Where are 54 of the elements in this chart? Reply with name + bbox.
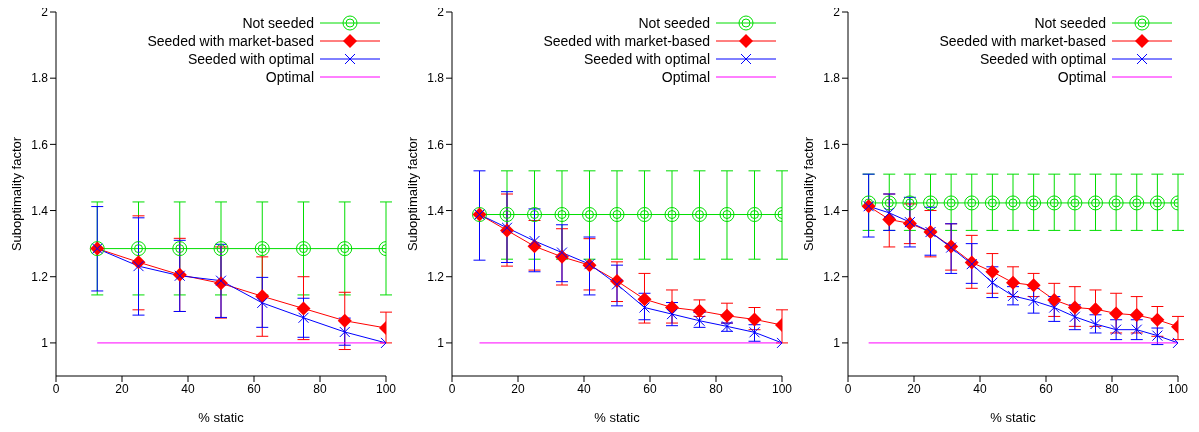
y-tick-label: 1.2 — [427, 269, 445, 284]
x-tick-label: 20 — [907, 381, 921, 396]
y-tick-label: 1.8 — [31, 71, 49, 86]
legend-label: Not seeded — [638, 15, 710, 31]
legend-label: Not seeded — [242, 15, 314, 31]
y-tick-label: 1.4 — [427, 203, 445, 218]
x-tick-label: 20 — [511, 381, 525, 396]
legend-label: Not seeded — [1034, 15, 1106, 31]
x-tick-label: 100 — [1167, 381, 1189, 396]
x-tick-label: 0 — [448, 381, 456, 396]
x-tick-label: 100 — [771, 381, 793, 396]
legend-label: Seeded with optimal — [583, 51, 710, 67]
legend-label: Seeded with market-based — [939, 33, 1106, 49]
legend-label: Optimal — [265, 69, 314, 85]
x-tick-label: 0 — [52, 381, 60, 396]
x-tick-label: 60 — [1039, 381, 1053, 396]
x-tick-label: 80 — [1105, 381, 1119, 396]
legend-label: Seeded with optimal — [187, 51, 314, 67]
y-tick-label: 1.6 — [31, 137, 49, 152]
x-tick-label: 40 — [181, 381, 195, 396]
y-tick-label: 1 — [437, 336, 445, 351]
x-tick-label: 0 — [844, 381, 852, 396]
y-axis-title: Suboptimality factor — [404, 136, 420, 252]
x-axis-title: % static — [594, 410, 641, 425]
y-tick-label: 2 — [437, 5, 445, 20]
y-axis-title: Suboptimality factor — [8, 136, 24, 252]
y-axis-title: Suboptimality factor — [800, 136, 816, 252]
y-tick-label: 2 — [833, 5, 841, 20]
x-tick-label: 80 — [709, 381, 723, 396]
y-tick-label: 1.8 — [823, 71, 841, 86]
y-tick-label: 1 — [833, 336, 841, 351]
y-tick-label: 1 — [41, 336, 49, 351]
legend-label: Optimal — [661, 69, 710, 85]
x-tick-label: 60 — [247, 381, 261, 396]
x-tick-label: 40 — [577, 381, 591, 396]
legend-label: Seeded with market-based — [543, 33, 710, 49]
y-tick-label: 1.6 — [427, 137, 445, 152]
y-tick-label: 1.4 — [823, 203, 841, 218]
y-tick-label: 1.2 — [823, 269, 841, 284]
x-tick-label: 100 — [375, 381, 397, 396]
x-tick-label: 40 — [973, 381, 987, 396]
legend-label: Seeded with market-based — [147, 33, 314, 49]
x-axis-title: % static — [198, 410, 245, 425]
x-tick-label: 80 — [313, 381, 327, 396]
x-tick-label: 60 — [643, 381, 657, 396]
x-axis-title: % static — [990, 410, 1037, 425]
y-tick-label: 2 — [41, 5, 49, 20]
x-tick-label: 20 — [115, 381, 129, 396]
y-tick-label: 1.2 — [31, 269, 49, 284]
y-tick-label: 1.4 — [31, 203, 49, 218]
legend-label: Seeded with optimal — [979, 51, 1106, 67]
legend-label: Optimal — [1057, 69, 1106, 85]
y-tick-label: 1.8 — [427, 71, 445, 86]
y-tick-label: 1.6 — [823, 137, 841, 152]
